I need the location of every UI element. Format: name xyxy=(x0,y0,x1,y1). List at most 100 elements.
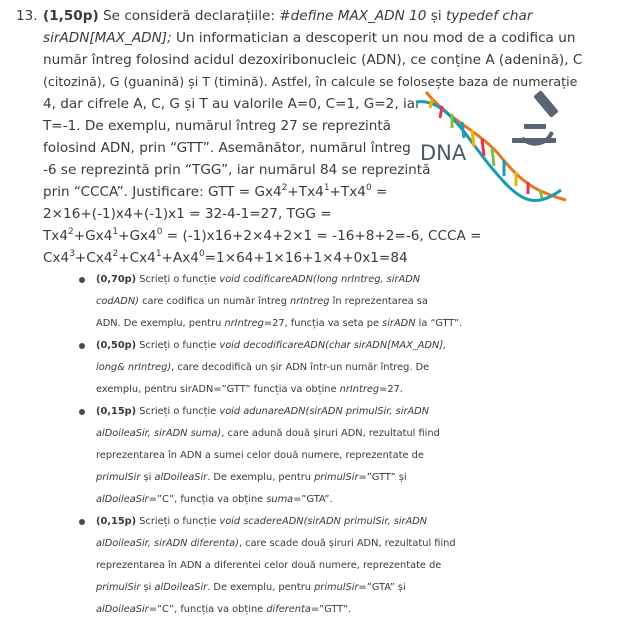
text-segment: +Tx4 xyxy=(287,184,324,200)
code-text: void adunareADN(sirADN primulSir, sirADN xyxy=(219,406,430,417)
text-segment: în reprezentarea sa xyxy=(329,296,428,307)
code-text: suma xyxy=(266,494,294,505)
task-line: ADN. De exemplu, pentru nrIntreg=27, fun… xyxy=(96,313,617,335)
code-text: typedef char xyxy=(445,8,533,24)
task-line: (0,15p) Scrieți o funcție void scadereAD… xyxy=(96,511,617,533)
task-line: long& nrIntreg), care decodifică un șir … xyxy=(96,357,617,379)
code-text: nrIntreg xyxy=(224,318,264,329)
exponent: 0 xyxy=(198,249,205,259)
statement-line: prin “CCCA”. Justificare: GTT = Gx42+Tx4… xyxy=(43,181,583,203)
exponent: 1 xyxy=(155,249,162,259)
task-line: (0,50p) Scrieți o funcție void decodific… xyxy=(96,335,617,357)
microscope-icon xyxy=(512,90,559,146)
text-segment: Scrieți o funcție xyxy=(136,340,220,351)
text-segment: prin “CCCA”. Justificare: GTT = Gx4 xyxy=(43,184,282,200)
exponent: 0 xyxy=(156,227,163,237)
text-segment: care codifica un număr întreg xyxy=(139,296,291,307)
exponent: 2 xyxy=(68,227,74,237)
statement-line: (1,50p) Se consideră declarațiile: #defi… xyxy=(43,5,583,27)
text-segment: Se consideră declarațiile: xyxy=(98,8,280,24)
statement-line: sirADN[MAX_ADN]; Un informatician a desc… xyxy=(43,27,583,49)
task-line: codADN) care codifica un număr întreg nr… xyxy=(96,291,617,313)
exponent: 3 xyxy=(69,249,75,259)
task-item: (0,70p) Scrieți o funcție void codificar… xyxy=(72,269,617,335)
bullet-icon xyxy=(79,277,85,283)
code-text: void codificareADN(long nrIntreg, sirADN xyxy=(219,274,421,285)
statement-line: 2×16+(-1)x4+(-1)x1 = 32-4-1=27, TGG = xyxy=(43,203,583,225)
task-item: (0,15p) Scrieți o funcție void adunareAD… xyxy=(72,401,617,511)
text-segment: +Cx4 xyxy=(74,250,113,266)
dna-illustration: DNA xyxy=(415,90,567,202)
task-line: (0,15p) Scrieți o funcție void adunareAD… xyxy=(96,401,617,423)
text-segment: =”GTT”. xyxy=(310,604,352,615)
text-segment: =”C”, funcția va obține xyxy=(148,494,267,505)
points-label: (1,50p) xyxy=(43,8,99,24)
text-segment: și xyxy=(426,8,446,24)
task-line: primulSir și alDoileaSir. De exemplu, pe… xyxy=(96,467,617,489)
text-segment: +Ax4 xyxy=(161,250,199,266)
text-segment: Tx4 xyxy=(43,228,68,244)
text-segment: reprezentarea în ADN a sumei celor două … xyxy=(96,450,424,461)
task-line: reprezentarea în ADN a diferentei celor … xyxy=(96,555,617,577)
task-list: (0,70p) Scrieți o funcție void codificar… xyxy=(72,269,617,621)
exponent: 2 xyxy=(112,249,119,259)
statement-line: Tx42+Gx41+Gx40 = (-1)x16+2×4+2×1 = -16+8… xyxy=(43,225,583,247)
bullet-icon xyxy=(79,409,85,415)
code-text: diferenta xyxy=(266,604,311,615)
text-segment: +Gx4 xyxy=(73,228,113,244)
exponent: 2 xyxy=(281,183,288,193)
text-segment: număr întreg folosind acidul dezoxiribon… xyxy=(43,52,583,68)
statement-line: Cx43+Cx42+Cx41+Ax40=1×64+1×16+1×4+0x1=84 xyxy=(43,247,583,269)
text-segment: , care adună două șiruri ADN, rezultatul… xyxy=(221,428,440,439)
code-text: primulSir xyxy=(96,472,141,483)
points-label: (0,70p) xyxy=(96,274,137,285)
code-text: primulSir xyxy=(314,582,359,593)
points-label: (0,15p) xyxy=(96,406,137,417)
task-line: alDoileaSir, sirADN suma), care adună do… xyxy=(96,423,617,445)
text-segment: =”GTA” și xyxy=(358,582,406,593)
text-segment: =27, funcția va seta pe xyxy=(263,318,383,329)
text-segment: ADN. De exemplu, pentru xyxy=(96,318,225,329)
code-text: sirADN xyxy=(382,318,416,329)
code-text: primulSir xyxy=(96,582,141,593)
text-segment: Scrieți o funcție xyxy=(136,516,220,527)
code-text: alDoileaSir xyxy=(154,582,208,593)
statement-line: T=-1. De exemplu, numărul întreg 27 se r… xyxy=(43,115,583,137)
task-line: primulSir și alDoileaSir. De exemplu, pe… xyxy=(96,577,617,599)
text-segment: =”GTA”. xyxy=(293,494,333,505)
dna-helix-icon xyxy=(415,91,567,202)
code-text: nrIntreg xyxy=(339,384,380,395)
task-line: alDoileaSir=”C”, funcția va obține difer… xyxy=(96,599,617,621)
code-text: nrIntreg xyxy=(290,296,330,307)
code-text: alDoileaSir xyxy=(96,494,149,505)
text-segment: , care scade două șiruri ADN, rezultatul… xyxy=(238,538,456,549)
task-line: exemplu, pentru sirADN=”GTT” funcția va … xyxy=(96,379,617,401)
bullet-icon xyxy=(79,519,85,525)
statement-line: (citozină), G (guanină) și T (timină). A… xyxy=(43,71,583,93)
code-text: void decodificareADN(char sirADN[MAX_ADN… xyxy=(219,340,447,351)
text-segment: folosind ADN, prin “GTT”. Asemănător, nu… xyxy=(43,140,411,156)
text-segment: =27. xyxy=(379,384,403,395)
text-segment: Scrieți o funcție xyxy=(136,406,220,417)
task-line: reprezentarea în ADN a sumei celor două … xyxy=(96,445,617,467)
code-text: sirADN[MAX_ADN]; xyxy=(43,30,172,46)
task-item: (0,50p) Scrieți o funcție void decodific… xyxy=(72,335,617,401)
text-segment: exemplu, pentru sirADN=”GTT” funcția va … xyxy=(96,384,340,395)
text-segment: Un informatician a descoperit un nou mod… xyxy=(171,30,576,46)
text-segment: = (-1)x16+2×4+2×1 = -16+8+2=-6, CCCA = xyxy=(162,228,482,244)
text-segment: =1×64+1×16+1×4+0x1=84 xyxy=(204,250,408,266)
statement-line: număr întreg folosind acidul dezoxiribon… xyxy=(43,49,583,71)
exponent: 0 xyxy=(365,183,372,193)
code-text: alDoileaSir xyxy=(96,604,149,615)
text-segment: 2×16+(-1)x4+(-1)x1 = 32-4-1=27, TGG = xyxy=(43,206,332,222)
text-segment: +Gx4 xyxy=(118,228,157,244)
text-segment: , care decodifică un șir ADN într-un num… xyxy=(171,362,430,373)
text-segment: =”C”, funcția va obține xyxy=(148,604,267,615)
text-segment: Scrieți o funcție xyxy=(136,274,220,285)
text-segment: (citozină), G (guanină) și T (timină). A… xyxy=(43,74,578,89)
code-text: alDoileaSir xyxy=(154,472,208,483)
points-label: (0,50p) xyxy=(96,340,137,351)
text-segment: +Tx4 xyxy=(329,184,366,200)
text-segment: =”GTT” și xyxy=(358,472,407,483)
